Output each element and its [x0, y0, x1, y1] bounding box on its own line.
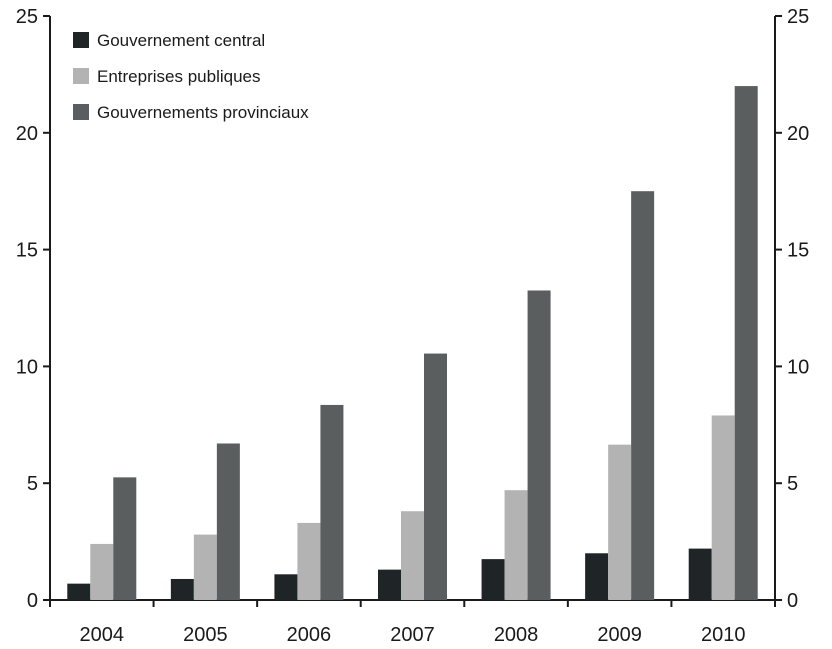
x-tick-label: 2005 — [183, 624, 228, 646]
left-y-tick-label: 5 — [27, 473, 38, 495]
x-tick-label: 2009 — [597, 624, 642, 646]
bar-1-2008 — [481, 559, 505, 600]
legend-swatch — [73, 104, 89, 120]
bar-3-2010 — [734, 86, 758, 600]
legend-label: Entreprises publiques — [97, 67, 260, 86]
bar-3-2008 — [527, 290, 551, 600]
bar-2-2006 — [297, 522, 321, 600]
bars — [67, 86, 758, 600]
legend-swatch — [73, 32, 89, 48]
x-ticks: 2004 2005 2006 2007 2008 2009 2010 — [49, 600, 776, 646]
bar-2-2004 — [90, 543, 114, 600]
bar-1-2005 — [170, 578, 194, 600]
right-y-tick-label: 5 — [787, 473, 798, 495]
right-y-ticks: 0 5 10 15 20 25 — [775, 6, 809, 612]
right-y-tick-label: 10 — [787, 356, 809, 378]
x-tick-label: 2007 — [390, 624, 435, 646]
x-tick-label: 2008 — [494, 624, 539, 646]
x-tick-label: 2010 — [701, 624, 746, 646]
left-y-tick-label: 15 — [16, 240, 38, 262]
left-y-tick-label: 0 — [27, 590, 38, 612]
bar-3-2007 — [424, 353, 447, 600]
bar-1-2007 — [378, 569, 401, 600]
bar-1-2009 — [585, 553, 609, 600]
bar-3-2006 — [320, 404, 344, 600]
bar-2-2010 — [711, 415, 735, 600]
legend-swatch — [73, 68, 89, 84]
bar-2-2007 — [401, 511, 424, 600]
bar-2-2009 — [608, 444, 632, 600]
legend-label: Gouvernement central — [97, 31, 265, 50]
bar-1-2006 — [274, 574, 298, 600]
left-y-ticks: 0 5 10 15 20 25 — [16, 6, 50, 612]
bar-1-2010 — [688, 548, 712, 600]
right-y-tick-label: 15 — [787, 240, 809, 262]
bar-1-2004 — [67, 583, 91, 600]
right-y-tick-label: 25 — [787, 6, 809, 28]
bar-2-2008 — [504, 490, 528, 600]
right-y-tick-label: 0 — [787, 590, 798, 612]
left-y-tick-label: 25 — [16, 6, 38, 28]
left-y-tick-label: 20 — [16, 123, 38, 145]
bar-3-2009 — [631, 191, 655, 600]
legend: Gouvernement central Entreprises publique… — [73, 31, 309, 122]
bar-3-2005 — [216, 443, 240, 600]
bar-3-2004 — [113, 477, 137, 600]
x-tick-label: 2006 — [287, 624, 332, 646]
x-tick-label: 2004 — [80, 624, 125, 646]
bar-2-2005 — [193, 534, 217, 600]
legend-label: Gouvernements provinciaux — [97, 103, 309, 122]
left-y-tick-label: 10 — [16, 356, 38, 378]
right-y-tick-label: 20 — [787, 123, 809, 145]
